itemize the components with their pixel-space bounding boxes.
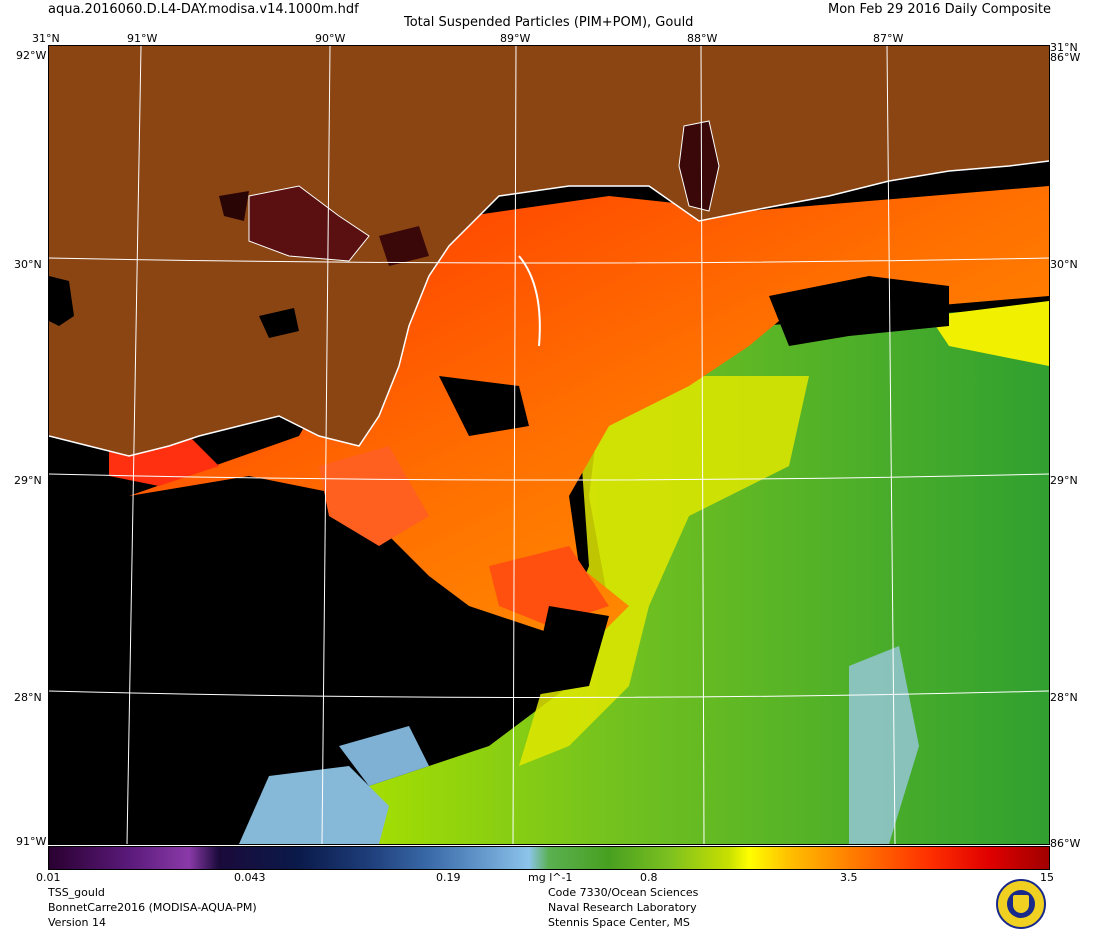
edge-label-right-top: 86°W	[1050, 51, 1081, 64]
org-code: Code 7330/Ocean Sciences	[548, 886, 699, 899]
product-name: TSS_gould	[48, 886, 105, 899]
lat-tick-right: 29°N	[1050, 474, 1078, 487]
cloud-mask	[769, 276, 949, 346]
lake-maurepas	[219, 191, 249, 221]
lat-tick-left: 30°N	[14, 258, 42, 271]
sediment-plume	[129, 186, 1049, 646]
colorbar-tick: 15	[1040, 871, 1054, 884]
lat-tick-left: 29°N	[14, 474, 42, 487]
lake-pontchartrain	[249, 186, 369, 261]
colorbar-tick: 0.043	[234, 871, 266, 884]
cloud-mask	[529, 606, 609, 696]
lon-tick-top: 87°W	[873, 32, 904, 45]
colorbar-unit: mg l^-1	[528, 871, 573, 884]
clear-water-patch	[339, 726, 429, 786]
sediment-plume	[319, 446, 429, 546]
sediment-plume	[489, 546, 609, 626]
bay-shoreline	[678, 120, 720, 212]
edge-label-right-bottom: 86°W	[1050, 837, 1081, 850]
edge-label-left-bottom: 91°W	[16, 835, 47, 848]
mobile-bay	[679, 121, 719, 211]
coastline	[49, 160, 1049, 457]
lon-tick-top: 89°W	[500, 32, 531, 45]
colorbar-tick: 3.5	[840, 871, 858, 884]
date-label: Mon Feb 29 2016 Daily Composite	[828, 2, 1051, 17]
inland-water	[49, 276, 74, 326]
lat-tick-right: 30°N	[1050, 258, 1078, 271]
graticule	[49, 46, 1049, 844]
org-name: Naval Research Laboratory	[548, 901, 697, 914]
corner-label-top-right: 31°N	[1050, 41, 1078, 54]
source-filename: aqua.2016060.D.L4-DAY.modisa.v14.1000m.h…	[48, 2, 359, 17]
lake-shoreline	[248, 185, 370, 262]
corner-label-top-left: 31°N	[32, 32, 60, 45]
lake-borgne	[379, 226, 429, 266]
clear-water-patch	[239, 766, 389, 844]
colorbar	[48, 846, 1050, 870]
colorbar-tick: 0.8	[640, 871, 658, 884]
barrier-island-coast	[518, 255, 541, 347]
lat-tick-right: 28°N	[1050, 691, 1078, 704]
cloud-mask	[439, 376, 529, 436]
land	[49, 46, 1049, 456]
version-label: Version 14	[48, 916, 106, 929]
clear-water-patch	[849, 646, 919, 844]
lon-tick-top: 91°W	[127, 32, 158, 45]
lon-tick-top: 90°W	[315, 32, 346, 45]
lat-tick-left: 28°N	[14, 691, 42, 704]
colorbar-tick: 0.01	[36, 871, 61, 884]
transition-water	[929, 301, 1049, 366]
nrl-seal-logo	[996, 879, 1046, 929]
edge-label-left-top: 92°W	[16, 49, 47, 62]
org-location: Stennis Space Center, MS	[548, 916, 690, 929]
region-name: BonnetCarre2016 (MODISA-AQUA-PM)	[48, 901, 257, 914]
colorbar-tick: 0.19	[436, 871, 461, 884]
tss-satellite-map	[48, 45, 1050, 845]
lon-tick-top: 88°W	[687, 32, 718, 45]
map-title: Total Suspended Particles (PIM+POM), Gou…	[404, 15, 694, 30]
inland-water	[259, 308, 299, 338]
